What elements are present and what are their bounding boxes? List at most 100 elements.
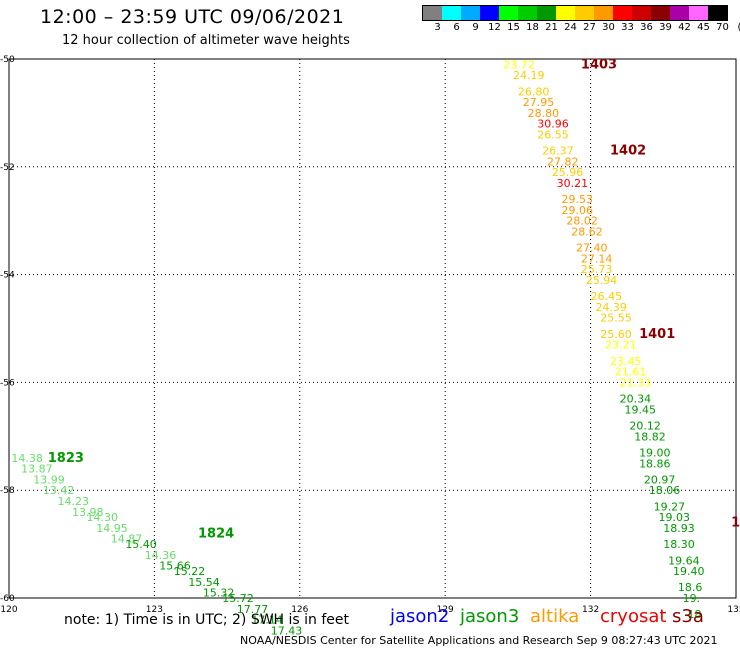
legend-label: 33	[621, 22, 634, 33]
wave-height-value: 27.40	[576, 242, 608, 255]
wave-height-value: 20.97	[644, 473, 676, 486]
wave-height-value: 19.	[683, 592, 701, 605]
legend-label: 27	[583, 22, 596, 33]
wave-height-value: 25.94	[586, 274, 618, 287]
x-tick-label: 126	[291, 605, 308, 615]
wave-height-value: 27.14	[581, 252, 613, 265]
wave-height-value: 28.62	[571, 225, 603, 238]
x-tick-label: 135	[727, 605, 740, 615]
legend-swatch	[689, 6, 708, 20]
wave-height-value: 18.93	[663, 522, 695, 535]
wave-height-value: 14.38	[11, 452, 43, 465]
x-tick-label: 129	[437, 605, 454, 615]
wave-height-value: 13.87	[21, 463, 53, 476]
legend-swatch	[613, 6, 632, 20]
wave-height-value: 17.43	[271, 624, 303, 637]
legend-swatch	[575, 6, 594, 20]
wave-height-value: 20.34	[620, 393, 652, 406]
y-tick-label: -58	[0, 486, 15, 496]
legend-label: 18	[526, 22, 539, 33]
wave-height-value: 26.37	[542, 145, 574, 158]
legend-swatch	[556, 6, 575, 20]
plot-frame	[8, 58, 737, 599]
wave-height-value: 14.87	[111, 533, 143, 546]
legend-label: 39	[659, 22, 672, 33]
chart-title: 12:00 – 23:59 UTC 09/06/2021	[40, 6, 345, 28]
wave-height-value: 21.61	[615, 366, 647, 379]
legend-swatch	[632, 6, 651, 20]
wave-height-value: 26.55	[537, 128, 569, 141]
legend-label: 30	[602, 22, 615, 33]
satellite-s3a: s3a	[672, 606, 704, 627]
legend-unit: (ft)	[730, 22, 740, 33]
legend-label: 70	[716, 22, 729, 33]
wave-height-value: 29.06	[562, 204, 594, 217]
wave-height-value: 14.30	[87, 511, 119, 524]
color-scale-legend	[422, 5, 728, 21]
wave-height-value: 19.03	[658, 511, 690, 524]
y-tick-label: -52	[0, 163, 15, 173]
wave-height-value: 19.64	[668, 554, 700, 567]
wave-height-value: 13.98	[72, 506, 104, 519]
wave-height-value: 13.99	[33, 473, 65, 486]
x-tick-label: 123	[146, 605, 163, 615]
legend-label: 9	[472, 22, 479, 33]
y-tick-label: -54	[0, 271, 15, 281]
legend-label: 15	[507, 22, 520, 33]
wave-height-value: 14.23	[57, 495, 89, 508]
legend-swatch	[442, 6, 461, 20]
wave-height-value: 28.02	[566, 215, 598, 228]
satellite-cryosat: cryosat	[600, 606, 667, 627]
wave-height-value: 25.96	[552, 166, 584, 179]
wave-height-value: 26.80	[518, 85, 550, 98]
wave-height-value: 19.00	[639, 446, 671, 459]
wave-height-value: 15.54	[188, 576, 220, 589]
satellite-jason3: jason3	[460, 606, 520, 627]
wave-height-value: 15.22	[174, 565, 206, 578]
legend-label: 45	[697, 22, 710, 33]
wave-height-value: 15.72	[222, 592, 254, 605]
legend-swatch	[461, 6, 480, 20]
wave-height-value: 18.30	[663, 538, 695, 551]
pass-label: 1401	[639, 327, 675, 342]
wave-height-value: 18.82	[634, 430, 666, 443]
legend-swatch	[670, 6, 689, 20]
x-tick-label: 120	[0, 605, 17, 615]
footer-note: note: 1) Time is in UTC; 2) SWH is in fe…	[64, 612, 350, 628]
pass-label: 1824	[198, 526, 234, 541]
wave-height-value: 15.40	[125, 538, 157, 551]
legend-swatch	[480, 6, 499, 20]
wave-height-value: 23.45	[610, 355, 642, 368]
y-tick-label: -56	[0, 378, 15, 388]
legend-label: 36	[640, 22, 653, 33]
wave-height-value: 27.95	[523, 96, 555, 109]
y-tick-label: -60	[0, 594, 15, 604]
wave-height-value: 14.95	[96, 522, 128, 535]
legend-label: 6	[453, 22, 460, 33]
wave-height-value: 29.53	[562, 193, 594, 206]
wave-height-value: 19.27	[654, 500, 686, 513]
legend-label: 21	[545, 22, 558, 33]
wave-height-value: 14.36	[145, 549, 177, 562]
legend-swatch	[518, 6, 537, 20]
legend-label: 3	[434, 22, 441, 33]
legend-label: 12	[488, 22, 501, 33]
pass-label: 1403	[581, 57, 617, 72]
wave-height-value: 26.45	[591, 290, 623, 303]
legend-label: 24	[564, 22, 577, 33]
satellite-jason2: jason2	[390, 606, 450, 627]
legend-swatch	[499, 6, 518, 20]
wave-height-value: 28.80	[528, 107, 560, 120]
wave-height-value: 18.6	[678, 581, 703, 594]
wave-height-value: 25.55	[600, 312, 632, 325]
wave-height-value: 23.21	[605, 339, 637, 352]
legend-swatch	[537, 6, 556, 20]
wave-height-value: 15.32	[203, 587, 235, 600]
wave-height-value: 30.21	[557, 177, 589, 190]
wave-height-value: 23.72	[503, 58, 535, 71]
wave-height-value: 17.14	[251, 614, 282, 627]
wave-height-value: 24.19	[513, 69, 545, 82]
wave-height-value: 24.39	[595, 301, 627, 314]
footer-credit: NOAA/NESDIS Center for Satellite Applica…	[240, 634, 718, 647]
